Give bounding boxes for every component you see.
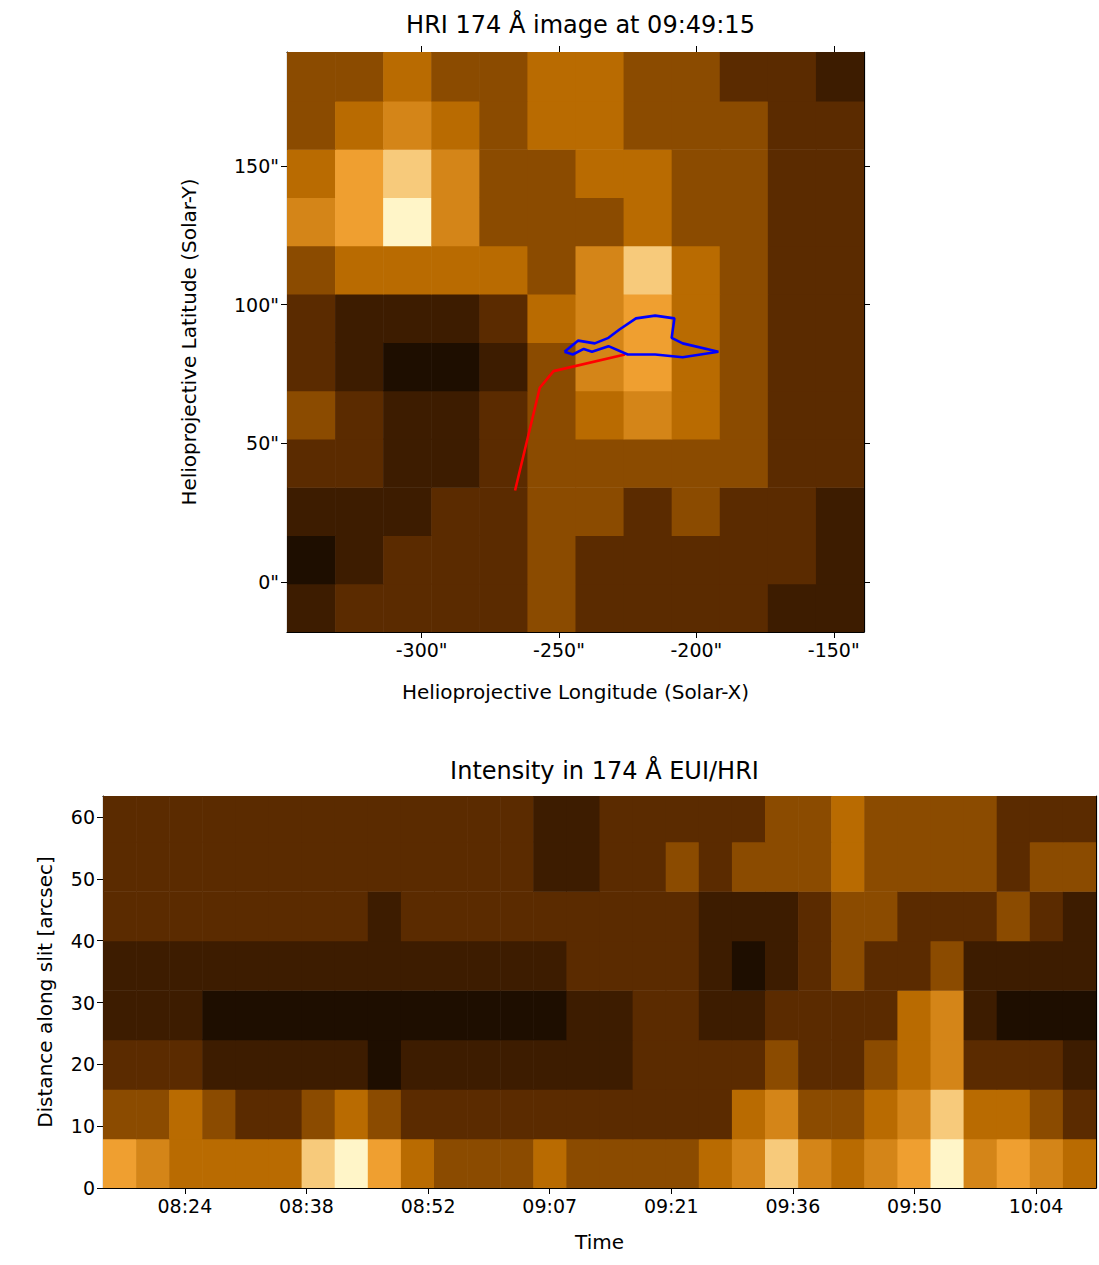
svg-text:30: 30: [71, 992, 95, 1014]
svg-text:08:38: 08:38: [279, 1195, 334, 1217]
svg-text:09:36: 09:36: [765, 1195, 820, 1217]
svg-text:100": 100": [234, 294, 279, 316]
svg-text:150": 150": [234, 155, 279, 177]
svg-text:Distance along slit [arcsec]: Distance along slit [arcsec]: [33, 856, 57, 1128]
svg-text:-300": -300": [396, 639, 448, 661]
svg-text:-200": -200": [670, 639, 722, 661]
svg-text:20: 20: [71, 1053, 95, 1075]
svg-text:0: 0: [83, 1177, 95, 1199]
svg-text:0": 0": [258, 571, 279, 593]
svg-text:Helioprojective Latitude (Sola: Helioprojective Latitude (Solar-Y): [177, 178, 201, 505]
svg-text:50: 50: [71, 868, 95, 890]
svg-text:60: 60: [71, 806, 95, 828]
svg-text:09:50: 09:50: [887, 1195, 942, 1217]
svg-text:08:52: 08:52: [401, 1195, 456, 1217]
svg-text:Intensity in 174 Å EUI/HRI: Intensity in 174 Å EUI/HRI: [450, 756, 759, 785]
svg-text:-150": -150": [808, 639, 860, 661]
svg-text:Helioprojective Longitude (Sol: Helioprojective Longitude (Solar-X): [402, 680, 749, 704]
svg-text:Time: Time: [574, 1230, 624, 1254]
svg-text:09:21: 09:21: [644, 1195, 699, 1217]
svg-text:09:07: 09:07: [522, 1195, 577, 1217]
svg-text:50": 50": [246, 432, 279, 454]
svg-text:10:04: 10:04: [1009, 1195, 1064, 1217]
svg-text:-250": -250": [533, 639, 585, 661]
svg-text:08:24: 08:24: [158, 1195, 213, 1217]
svg-text:10: 10: [71, 1115, 95, 1137]
svg-text:40: 40: [71, 930, 95, 952]
svg-text:HRI 174 Å image at 09:49:15: HRI 174 Å image at 09:49:15: [406, 10, 755, 39]
